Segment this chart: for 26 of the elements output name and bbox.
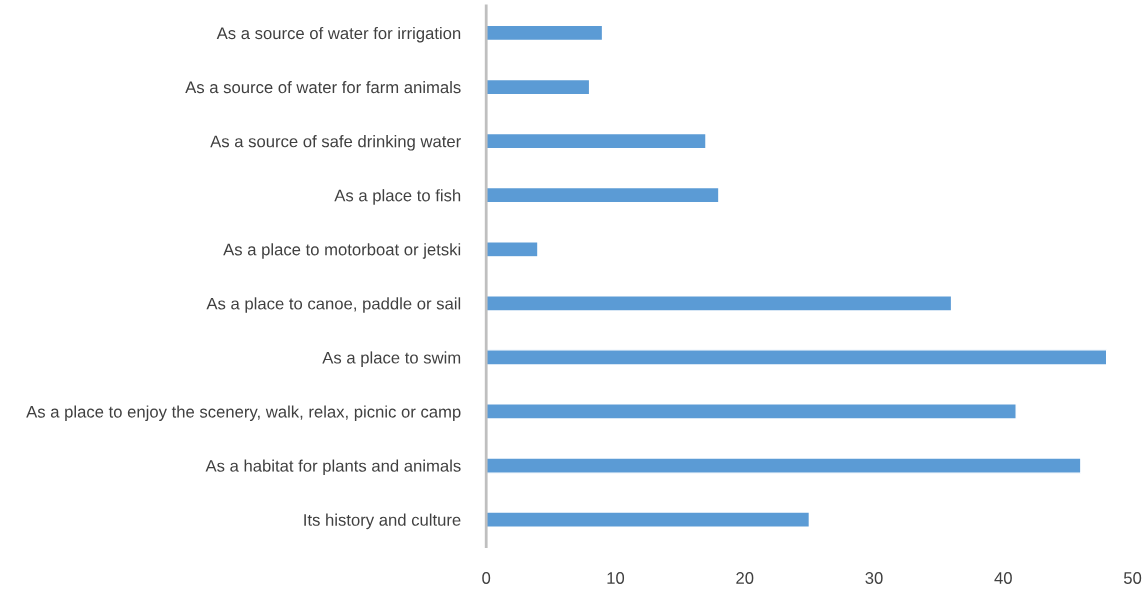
bar: [486, 511, 811, 528]
y-tick-label: As a place to motorboat or jetski: [223, 243, 461, 259]
y-tick-label: As a source of water for irrigation: [216, 26, 461, 43]
y-tick-label: As a place to canoe, paddle or sail: [206, 297, 461, 313]
bar: [486, 186, 720, 204]
y-tick-label: As a place to fish: [334, 189, 461, 205]
y-tick-label: Its history and culture: [304, 513, 461, 530]
bar: [486, 349, 1108, 366]
bar: [486, 132, 707, 150]
y-tick-label: As a source of water for farm animals: [185, 80, 461, 94]
y-tick-label: As a place to enjoy the scenery, walk, relax, picnic or camp: [26, 405, 461, 421]
y-tick-label: As a place to swim: [322, 351, 461, 367]
bar: [486, 240, 539, 258]
bar: [486, 78, 591, 96]
bar: [486, 403, 1017, 420]
bar: [486, 24, 604, 42]
y-tick-label: As a habitat for plants and animals: [205, 459, 461, 476]
y-tick-label: As a source of safe drinking water: [210, 135, 461, 151]
x-tick-label: 50: [1123, 572, 1142, 584]
x-tick-label: 0: [482, 572, 491, 584]
bar: [486, 295, 953, 312]
bar: [486, 457, 1082, 474]
x-tick-label: 30: [865, 572, 883, 584]
x-tick-label: 40: [994, 572, 1012, 584]
x-tick-label: 10: [607, 572, 625, 584]
x-tick-label: 20: [736, 572, 754, 584]
